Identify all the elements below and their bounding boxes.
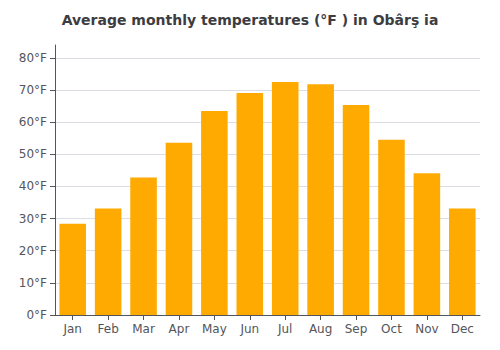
svg-text:Sep: Sep bbox=[345, 322, 368, 336]
svg-text:May: May bbox=[202, 322, 227, 336]
svg-text:10°F: 10°F bbox=[19, 276, 47, 290]
svg-text:70°F: 70°F bbox=[19, 83, 47, 97]
svg-text:60°F: 60°F bbox=[19, 115, 47, 129]
svg-text:40°F: 40°F bbox=[19, 179, 47, 193]
svg-text:0°F: 0°F bbox=[26, 308, 47, 322]
svg-text:Jul: Jul bbox=[277, 322, 292, 336]
svg-text:Jan: Jan bbox=[62, 322, 82, 336]
svg-text:Feb: Feb bbox=[98, 322, 119, 336]
svg-text:Aug: Aug bbox=[309, 322, 332, 336]
svg-text:20°F: 20°F bbox=[19, 244, 47, 258]
svg-text:Apr: Apr bbox=[169, 322, 190, 336]
svg-text:Oct: Oct bbox=[381, 322, 402, 336]
svg-text:Average monthly temperatures (: Average monthly temperatures (°F ) in Ob… bbox=[62, 12, 439, 28]
svg-text:50°F: 50°F bbox=[19, 147, 47, 161]
svg-text:Nov: Nov bbox=[415, 322, 438, 336]
svg-text:80°F: 80°F bbox=[19, 51, 47, 65]
svg-text:Mar: Mar bbox=[132, 322, 155, 336]
svg-text:Jun: Jun bbox=[239, 322, 259, 336]
svg-text:Dec: Dec bbox=[451, 322, 474, 336]
svg-text:30°F: 30°F bbox=[19, 212, 47, 226]
